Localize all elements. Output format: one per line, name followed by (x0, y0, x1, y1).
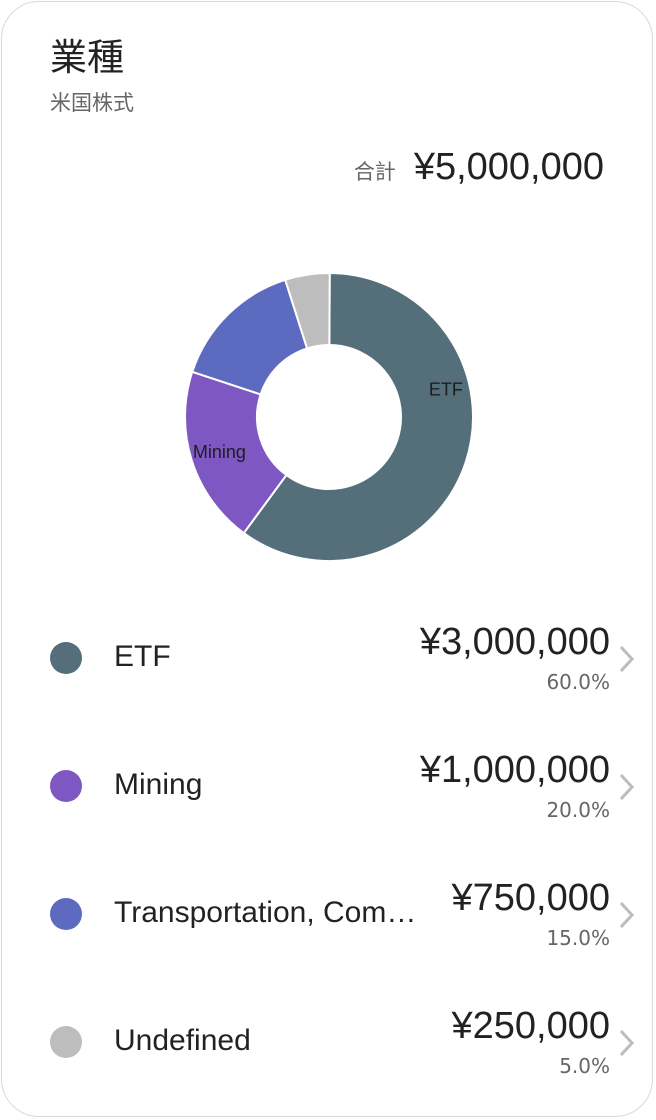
legend-row-undefined[interactable]: Undefined ¥250,000 5.0% (2, 991, 656, 1091)
legend-amount: ¥1,000,000 (419, 749, 610, 791)
donut-chart: ETF Mining (184, 271, 474, 562)
legend-label: Transportation, Com… (114, 896, 417, 929)
legend-percent: 5.0% (559, 1054, 610, 1078)
legend-label: ETF (114, 640, 171, 673)
slice-label-etf: ETF (429, 380, 463, 400)
legend-row-mining[interactable]: Mining ¥1,000,000 20.0% (2, 735, 656, 835)
legend-row-transportation[interactable]: Transportation, Com… ¥750,000 15.0% (2, 863, 656, 963)
legend-color-dot (50, 1026, 82, 1058)
legend-color-dot (50, 770, 82, 802)
legend-percent: 20.0% (546, 798, 610, 822)
chevron-right-icon[interactable] (616, 644, 638, 674)
total-value: ¥5,000,000 (413, 146, 604, 188)
legend-label: Undefined (114, 1024, 251, 1057)
card-subtitle: 米国株式 (50, 91, 134, 115)
legend-amount: ¥250,000 (451, 1005, 611, 1047)
chevron-right-icon[interactable] (616, 1028, 638, 1058)
card-title: 業種 (50, 36, 124, 79)
legend-percent: 15.0% (546, 926, 610, 950)
slice-mining[interactable] (184, 370, 288, 535)
total-label: 合計 (353, 160, 396, 184)
legend-row-etf[interactable]: ETF ¥3,000,000 60.0% (2, 607, 656, 707)
legend-label: Mining (114, 768, 203, 801)
slice-etf[interactable] (242, 271, 474, 562)
legend-amount: ¥750,000 (451, 877, 611, 919)
chevron-right-icon[interactable] (616, 900, 638, 930)
legend-color-dot (50, 642, 82, 674)
legend-percent: 60.0% (546, 670, 610, 694)
total-summary: 合計 ¥5,000,000 (354, 146, 604, 189)
legend-amount: ¥3,000,000 (419, 621, 610, 663)
chevron-right-icon[interactable] (616, 772, 638, 802)
slice-label-mining: Mining (193, 442, 246, 462)
slice-undefined[interactable] (283, 272, 331, 350)
legend-color-dot (50, 898, 82, 930)
